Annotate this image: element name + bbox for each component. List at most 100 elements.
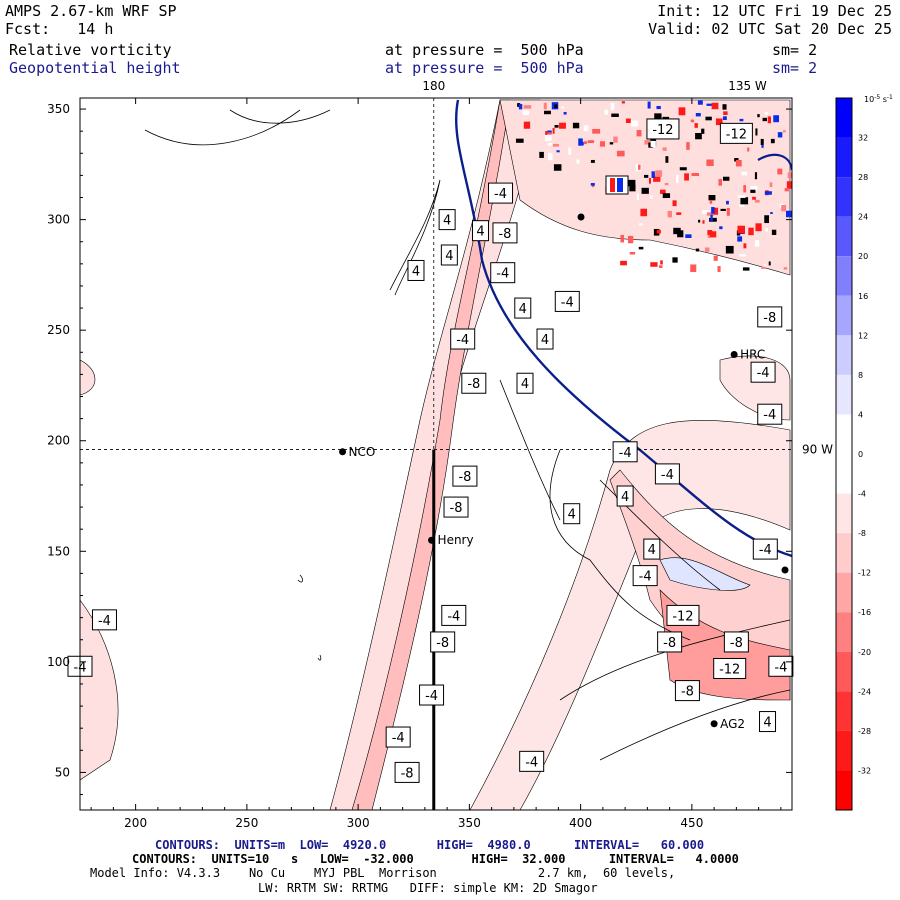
- contour-label: -4: [496, 267, 509, 282]
- terrain-cell: [547, 143, 553, 146]
- contour-label-box: [492, 222, 518, 244]
- terrain-cell: [638, 246, 644, 250]
- axis-ticks: 200 250 300 350 400 450 50 100 150 200 250 300 350: [47, 98, 792, 830]
- meridian-label: 180: [422, 79, 445, 93]
- colorbar-tick-label: 20: [858, 252, 868, 261]
- terrain-cell: [719, 226, 723, 230]
- valid-time: Valid: 02 UTC Sat 20 Dec 25: [648, 20, 892, 38]
- terrain-cell: [620, 260, 627, 266]
- contour-label-box: [713, 657, 747, 679]
- terrain-cell: [644, 140, 651, 145]
- vorticity-field: [80, 99, 792, 810]
- terrain-cell: [754, 239, 760, 247]
- geopotential-contour-4980: [454, 99, 792, 558]
- contour-label: -4: [425, 689, 438, 704]
- contour-label: -4: [774, 660, 787, 675]
- y-tick-label: 250: [47, 323, 70, 337]
- contour-label-box: [723, 631, 749, 653]
- contour-label: 4: [763, 716, 771, 731]
- colorbar: 32 28 24 20 16 12 8 4 0 -4 -8 -12 -16 -20 -24 -28 -32: [835, 97, 871, 811]
- terrain-cell: [559, 122, 566, 129]
- terrain-cell: [547, 152, 553, 161]
- contour-label-box: [757, 306, 783, 328]
- terrain-cell: [554, 104, 558, 109]
- terrain-cell: [722, 116, 727, 121]
- stations: NCO Henry HRC AG2: [339, 213, 789, 731]
- contour-label-box: [488, 182, 514, 204]
- colorbar-tick-label: 12: [858, 331, 868, 340]
- contour-label-box: [452, 465, 478, 487]
- terrain-cell: [763, 264, 766, 269]
- terrain-cell: [709, 231, 717, 238]
- terrain-cell: [653, 175, 661, 182]
- terrain-cell: [613, 136, 618, 143]
- field1-smoothing: sm= 2: [772, 41, 818, 59]
- colorbar-tick-label: -16: [858, 608, 871, 617]
- contour-label: 4: [568, 508, 576, 523]
- colorbar-swatch: [836, 137, 852, 178]
- terrain-cell: [592, 128, 601, 134]
- terrain-cell: [695, 113, 701, 117]
- terrain-cell: [656, 105, 661, 110]
- noisy-terrain-region: [515, 100, 792, 276]
- terrain-cell: [737, 236, 743, 242]
- colorbar-tick-label: -20: [858, 648, 871, 657]
- contour-label: -8: [730, 636, 743, 651]
- terrain-cell: [737, 225, 745, 234]
- terrain-cell: [702, 220, 705, 224]
- contour-label-box: [646, 118, 680, 140]
- meridian-labels: 180 135 W 90 W: [422, 79, 833, 457]
- terrain-cell: [651, 171, 655, 178]
- terrain-cell: [673, 227, 681, 235]
- terrain-cell: [643, 261, 648, 268]
- colorbar-tick-label: 24: [858, 213, 868, 222]
- terrain-cell: [738, 254, 746, 257]
- colorbar-tick-label: 0: [858, 450, 863, 459]
- terrain-cell: [576, 159, 580, 164]
- terrain-cell: [713, 207, 719, 215]
- colorbar-tick-label: 8: [858, 371, 863, 380]
- colorbar-swatch: [836, 98, 852, 138]
- contour-label: 4: [443, 214, 451, 229]
- terrain-cell: [629, 184, 636, 192]
- contour-label-box: [519, 750, 545, 772]
- terrain-cell: [678, 107, 686, 116]
- contour-label: -4: [447, 609, 460, 624]
- terrain-cell: [743, 185, 747, 193]
- y-tick-label: 50: [55, 765, 70, 779]
- colorbar-swatch: [836, 691, 852, 731]
- contour-label-box: [657, 631, 683, 653]
- terrain-cell: [783, 267, 788, 270]
- terrain-cell: [660, 260, 663, 265]
- terrain-cell: [676, 212, 682, 215]
- x-tick-label: 300: [347, 816, 370, 830]
- terrain-cell: [722, 104, 727, 110]
- contour-label: 4: [519, 302, 527, 317]
- forecast-hour: Fcst: 14 h: [5, 20, 114, 38]
- terrain-cell: [563, 111, 567, 115]
- terrain-cell: [665, 156, 669, 163]
- terrain-cell: [706, 159, 714, 166]
- contour-label-box: [563, 503, 581, 525]
- footer-physics-info: LW: RRTM SW: RRTMG DIFF: simple KM: 2D S…: [258, 881, 598, 895]
- contour-label: -4: [757, 366, 770, 381]
- terrain-cell: [543, 102, 547, 110]
- terrain-cell: [640, 208, 648, 217]
- terrain-cell: [654, 113, 662, 119]
- terrain-cell: [578, 138, 583, 146]
- contour-label: -4: [494, 187, 507, 202]
- terrain-cell: [556, 150, 560, 153]
- contour-label-box: [394, 761, 420, 783]
- terrain-cell: [662, 147, 667, 151]
- terrain-cell: [611, 113, 619, 117]
- field1-level: at pressure = 500 hPa: [385, 41, 584, 59]
- terrain-cell: [705, 116, 712, 121]
- terrain-cell: [697, 100, 703, 105]
- terrain-cell: [638, 164, 641, 170]
- terrain-cell: [711, 102, 719, 110]
- contour-label-box: [440, 244, 458, 266]
- colorbar-tick-label: -12: [858, 569, 871, 578]
- terrain-cell: [723, 111, 728, 116]
- terrain-cell: [698, 219, 701, 223]
